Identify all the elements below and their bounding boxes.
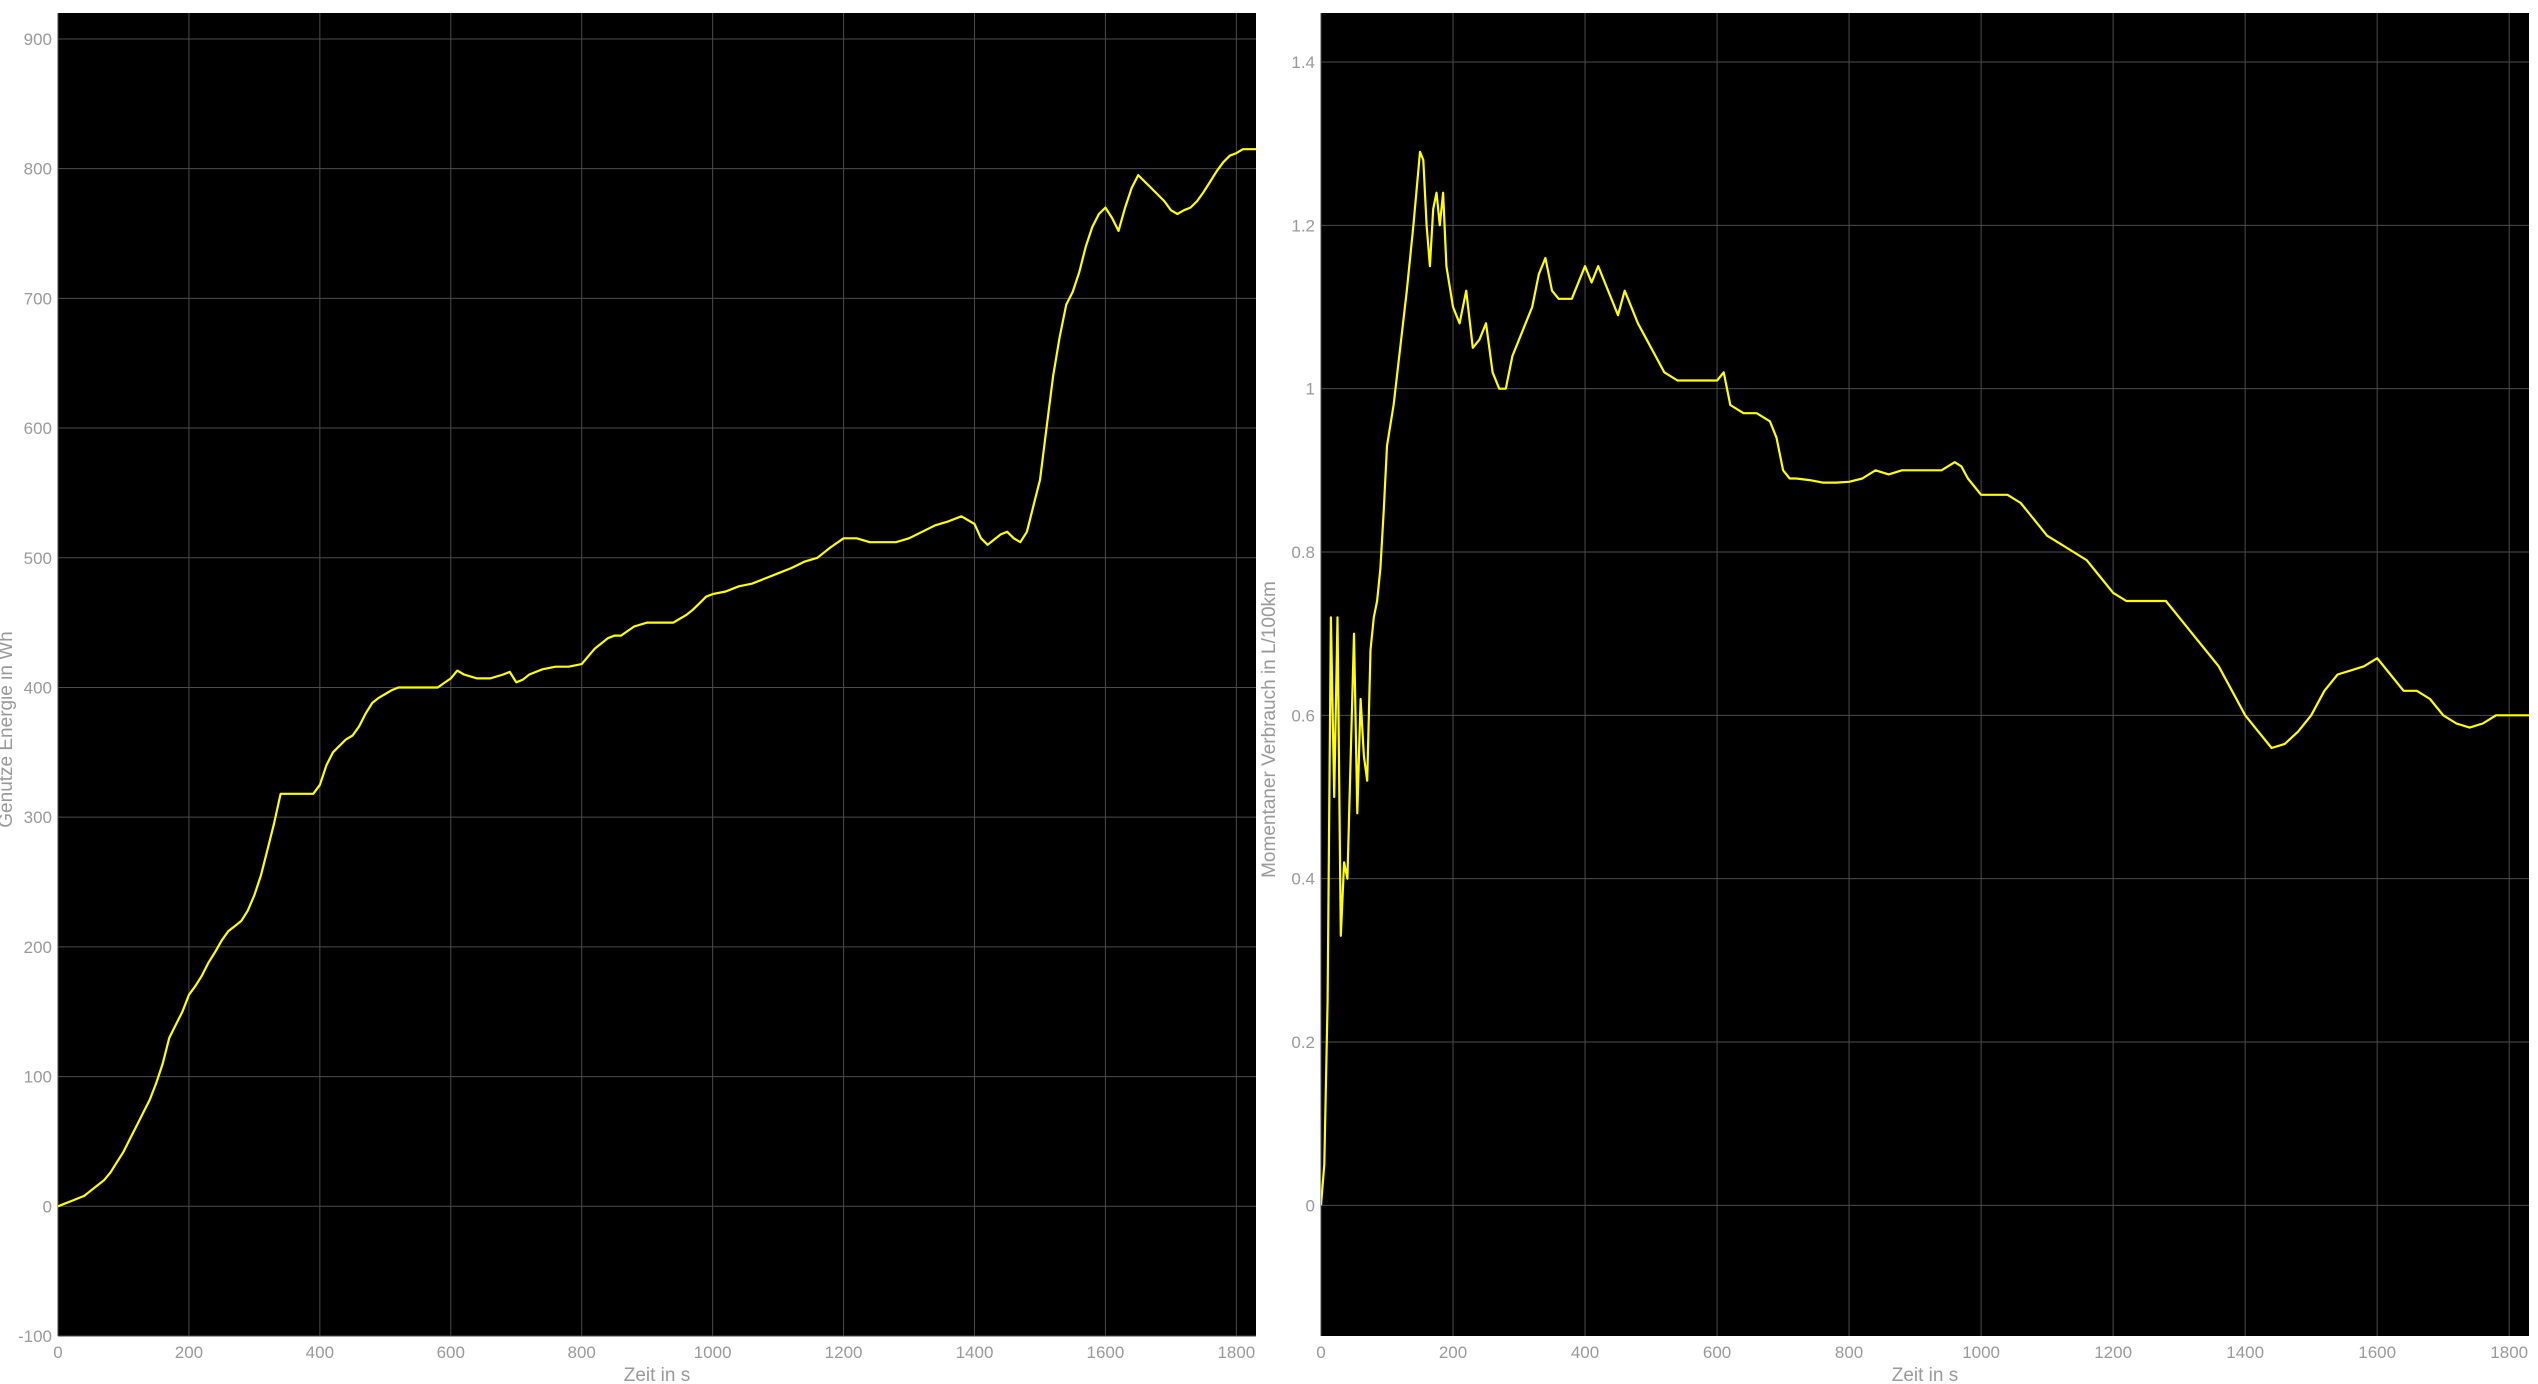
x-tick-label: 400 [306, 1343, 334, 1362]
x-tick-label: 1400 [956, 1343, 994, 1362]
y-tick-label: 0.8 [1291, 543, 1315, 562]
y-tick-label: 0 [1306, 1196, 1315, 1215]
y-axis-label: Genutze Energie in Wh [0, 631, 17, 827]
y-tick-label: 400 [24, 678, 52, 697]
x-tick-label: 800 [1835, 1343, 1863, 1362]
y-tick-label: 500 [24, 549, 52, 568]
y-tick-label: 800 [24, 160, 52, 179]
x-axis-label: Zeit in s [1892, 1365, 1959, 1384]
x-tick-label: 1600 [1087, 1343, 1125, 1362]
x-tick-label: 800 [568, 1343, 596, 1362]
grid [57, 13, 1256, 1337]
x-tick-label: 1800 [1217, 1343, 1255, 1362]
x-tick-label: 0 [1316, 1343, 1325, 1362]
y-tick-label: 1.2 [1291, 216, 1315, 235]
y-tick-label: 0.6 [1291, 706, 1315, 725]
y-tick-label: 1 [1306, 380, 1315, 399]
y-tick-label: 100 [24, 1068, 52, 1087]
x-tick-label: 1000 [1962, 1343, 2000, 1362]
y-tick-label: 1.4 [1291, 53, 1315, 72]
energy-chart: 0 200 400 600 800 1000 1200 1400 1600 1800-100010… [0, 13, 1256, 1384]
x-tick-label: 0 [53, 1343, 62, 1362]
y-tick-label: 300 [24, 808, 52, 827]
y-tick-label: 0.4 [1291, 870, 1315, 889]
consumption-chart: 0 200 400 600 800 1000 1200 1400 1600 1800 0 0.2 0.4… [1259, 13, 2529, 1384]
plot-area [1321, 13, 2529, 1336]
y-tick-label: -100 [18, 1327, 52, 1346]
grid [1320, 13, 2529, 1336]
y-tick-label: 700 [24, 289, 52, 308]
x-tick-label: 600 [437, 1343, 465, 1362]
x-axis-label: Zeit in s [624, 1365, 691, 1384]
y-tick-label: 600 [24, 419, 52, 438]
y-axis-label: Momentaner Verbrauch in L/100km [1259, 581, 1280, 878]
series-line [58, 148, 1256, 1208]
x-tick-label: 1000 [694, 1343, 732, 1362]
x-tick-label: 200 [1439, 1343, 1467, 1362]
x-tick-label: 1600 [2358, 1343, 2396, 1362]
x-tick-label: 1200 [2094, 1343, 2132, 1362]
y-tick-label: 900 [24, 30, 52, 49]
x-tick-label: 400 [1571, 1343, 1599, 1362]
x-tick-label: 600 [1703, 1343, 1731, 1362]
y-tick-label: 0 [43, 1197, 52, 1216]
y-tick-label: 200 [24, 938, 52, 957]
plot-area [58, 13, 1256, 1336]
x-tick-label: 200 [175, 1343, 203, 1362]
x-tick-label: 1800 [2490, 1343, 2528, 1362]
x-tick-label: 1200 [825, 1343, 863, 1362]
x-tick-label: 1400 [2226, 1343, 2264, 1362]
series-line [1321, 150, 2529, 1206]
y-tick-label: 0.2 [1291, 1033, 1315, 1052]
